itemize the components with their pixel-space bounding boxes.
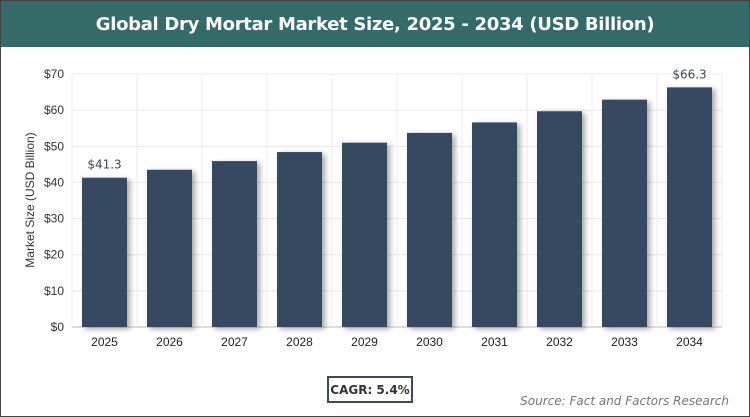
y-tick-label: $40: [44, 175, 64, 189]
x-tick-label: 2032: [546, 335, 573, 349]
data-label: $41.3: [87, 158, 121, 172]
y-axis-label: Market Size (USD Billion): [23, 132, 37, 267]
x-tick-label: 2034: [676, 335, 703, 349]
bar-2026: [147, 169, 192, 327]
y-tick-label: $10: [44, 284, 64, 298]
cagr-badge: CAGR: 5.4%: [327, 376, 413, 403]
bar-2025: [82, 177, 127, 327]
x-tick-label: 2025: [91, 335, 118, 349]
bar-2031: [472, 122, 517, 327]
bar-2032: [537, 111, 582, 327]
data-label: $66.3: [672, 67, 706, 81]
x-tick-label: 2031: [481, 335, 508, 349]
bar-2034: [667, 87, 712, 327]
x-tick-label: 2030: [416, 335, 443, 349]
x-tick-label: 2029: [351, 335, 378, 349]
bar-2029: [342, 142, 387, 327]
bar-2027: [212, 161, 257, 327]
bar-2033: [602, 99, 647, 327]
y-tick-label: $0: [51, 320, 65, 334]
x-tick-label: 2033: [611, 335, 638, 349]
y-tick-label: $20: [44, 248, 64, 262]
y-tick-label: $70: [44, 67, 64, 81]
chart-title: Global Dry Mortar Market Size, 2025 - 20…: [1, 1, 749, 47]
x-tick-label: 2027: [221, 335, 248, 349]
y-tick-label: $50: [44, 139, 64, 153]
bar-2030: [407, 132, 452, 327]
x-tick-label: 2026: [156, 335, 183, 349]
bar-2028: [277, 152, 322, 327]
y-tick-label: $60: [44, 103, 64, 117]
y-tick-label: $30: [44, 212, 64, 226]
source-note: Source: Fact and Factors Research: [520, 394, 729, 408]
x-tick-label: 2028: [286, 335, 313, 349]
